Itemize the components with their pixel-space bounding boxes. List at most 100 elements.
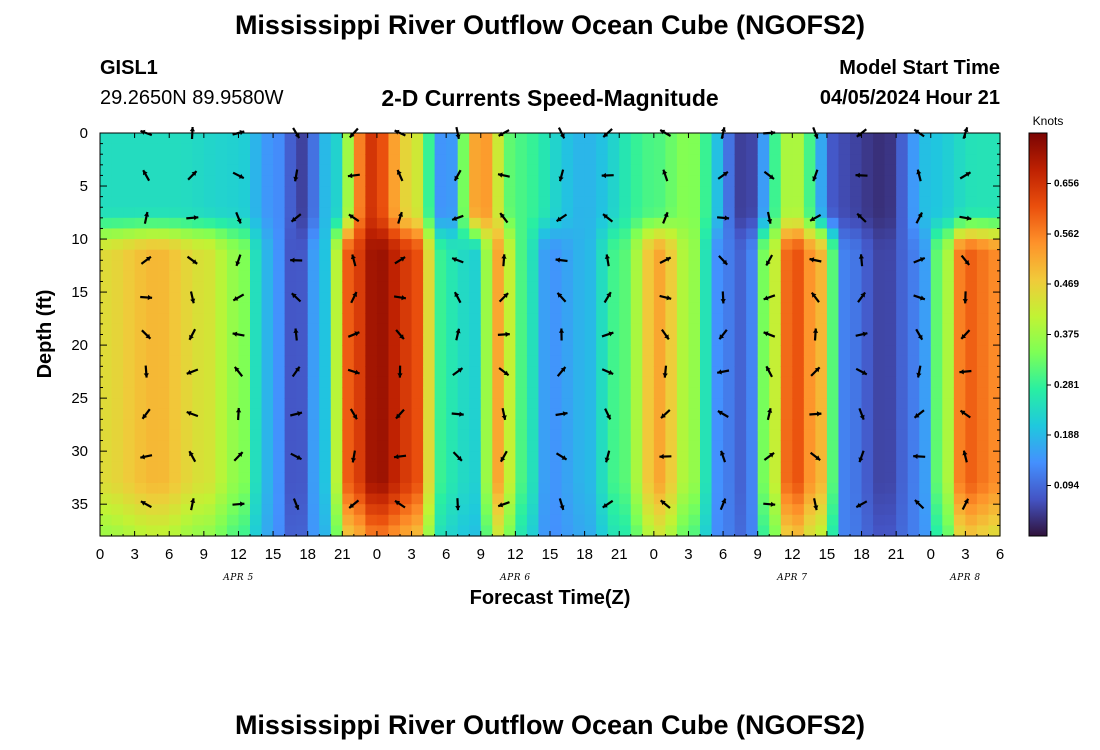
heatmap-cell bbox=[965, 302, 978, 314]
heatmap-cell bbox=[157, 398, 170, 410]
heatmap-cell bbox=[561, 154, 574, 166]
heatmap-cell bbox=[388, 419, 401, 431]
heatmap-cell bbox=[953, 175, 966, 187]
heatmap-cell bbox=[584, 461, 597, 473]
heatmap-cell bbox=[988, 451, 1001, 463]
heatmap-cell bbox=[942, 345, 955, 357]
heatmap-cell bbox=[884, 482, 897, 495]
heatmap-cell bbox=[307, 525, 320, 537]
heatmap-cell bbox=[942, 260, 955, 272]
heatmap-cell bbox=[780, 376, 793, 389]
heatmap-cell bbox=[296, 228, 309, 240]
heatmap-cell bbox=[780, 217, 793, 230]
heatmap-cell bbox=[400, 143, 413, 155]
heatmap-cell bbox=[423, 323, 436, 336]
heatmap-cell bbox=[319, 143, 332, 155]
current-arrow bbox=[141, 408, 151, 420]
heatmap-cell bbox=[630, 207, 643, 219]
heatmap-cell bbox=[757, 461, 770, 473]
heatmap-cell bbox=[953, 514, 966, 526]
heatmap-cell bbox=[953, 345, 966, 357]
heatmap-cell bbox=[100, 345, 113, 357]
heatmap-cell bbox=[850, 440, 863, 452]
heatmap-cell bbox=[642, 281, 655, 293]
heatmap-cell bbox=[342, 217, 355, 230]
current-arrow bbox=[186, 368, 199, 375]
heatmap-cell bbox=[134, 408, 147, 420]
heatmap-cell bbox=[884, 281, 897, 293]
heatmap-cell bbox=[353, 387, 366, 399]
heatmap-cell bbox=[665, 154, 678, 166]
heatmap-cell bbox=[365, 239, 378, 251]
heatmap-cell bbox=[930, 323, 943, 336]
heatmap-cell bbox=[815, 323, 828, 336]
current-arrow bbox=[555, 257, 568, 263]
heatmap-cell bbox=[203, 323, 216, 336]
heatmap-cell bbox=[930, 504, 943, 516]
heatmap-cell bbox=[100, 334, 113, 346]
heatmap-cell bbox=[515, 451, 528, 463]
x-axis-label: Forecast Time(Z) bbox=[470, 587, 631, 609]
heatmap-cell bbox=[134, 514, 147, 526]
heatmap-cell bbox=[573, 525, 586, 537]
current-arrow bbox=[140, 255, 152, 265]
heatmap-cell bbox=[400, 440, 413, 452]
heatmap-cell bbox=[630, 482, 643, 495]
heatmap-cell bbox=[192, 387, 205, 399]
heatmap-cell bbox=[192, 525, 205, 537]
heatmap-cell bbox=[630, 228, 643, 240]
heatmap-cell bbox=[400, 472, 413, 484]
heatmap-cell bbox=[400, 355, 413, 367]
heatmap-cell bbox=[273, 376, 286, 389]
heatmap-cell bbox=[976, 323, 990, 336]
heatmap-cell bbox=[919, 419, 932, 431]
heatmap-cell bbox=[596, 302, 609, 314]
heatmap-cell bbox=[803, 451, 816, 463]
heatmap-cell bbox=[803, 387, 816, 399]
heatmap-cell bbox=[665, 387, 678, 399]
heatmap-cell bbox=[630, 440, 643, 452]
heatmap-cell bbox=[907, 143, 920, 155]
heatmap-cell bbox=[642, 355, 655, 367]
heatmap-cell bbox=[423, 472, 436, 484]
heatmap-cell bbox=[238, 451, 251, 463]
heatmap-cell bbox=[734, 525, 747, 537]
heatmap-cell bbox=[307, 387, 320, 399]
heatmap-cell bbox=[261, 419, 274, 431]
heatmap-cell bbox=[665, 398, 678, 410]
heatmap-cell bbox=[907, 186, 920, 198]
heatmap-cell bbox=[492, 154, 505, 166]
heatmap-cell bbox=[203, 355, 216, 367]
current-arrow bbox=[809, 411, 822, 417]
heatmap-cell bbox=[884, 133, 897, 145]
heatmap-cell bbox=[388, 302, 401, 314]
heatmap-cell bbox=[596, 281, 609, 293]
current-arrow bbox=[717, 171, 729, 180]
heatmap-cell bbox=[342, 419, 355, 431]
heatmap-cell bbox=[630, 387, 643, 399]
heatmap-cell bbox=[619, 408, 632, 420]
heatmap-cell bbox=[538, 419, 551, 431]
current-arrow bbox=[235, 211, 242, 224]
heatmap-cell bbox=[630, 345, 643, 357]
heatmap-cell bbox=[169, 323, 182, 336]
heatmap-cell bbox=[400, 154, 413, 166]
heatmap-cell bbox=[111, 313, 124, 325]
heatmap-cell bbox=[100, 440, 113, 452]
heatmap-cell bbox=[342, 493, 355, 505]
heatmap-cell bbox=[226, 366, 240, 378]
heatmap-cell bbox=[503, 217, 516, 230]
heatmap-cell bbox=[411, 302, 424, 314]
heatmap-cell bbox=[711, 228, 724, 240]
heatmap-cell bbox=[365, 451, 378, 463]
heatmap-cell bbox=[434, 217, 447, 230]
heatmap-cell bbox=[503, 482, 516, 495]
heatmap-cell bbox=[353, 429, 366, 442]
heatmap-cell bbox=[388, 164, 401, 177]
current-arrow bbox=[660, 499, 671, 509]
heatmap-cell bbox=[492, 472, 505, 484]
heatmap-cell bbox=[653, 260, 666, 272]
heatmap-cell bbox=[169, 376, 182, 389]
heatmap-cell bbox=[100, 164, 113, 177]
heatmap-cell bbox=[169, 429, 182, 442]
